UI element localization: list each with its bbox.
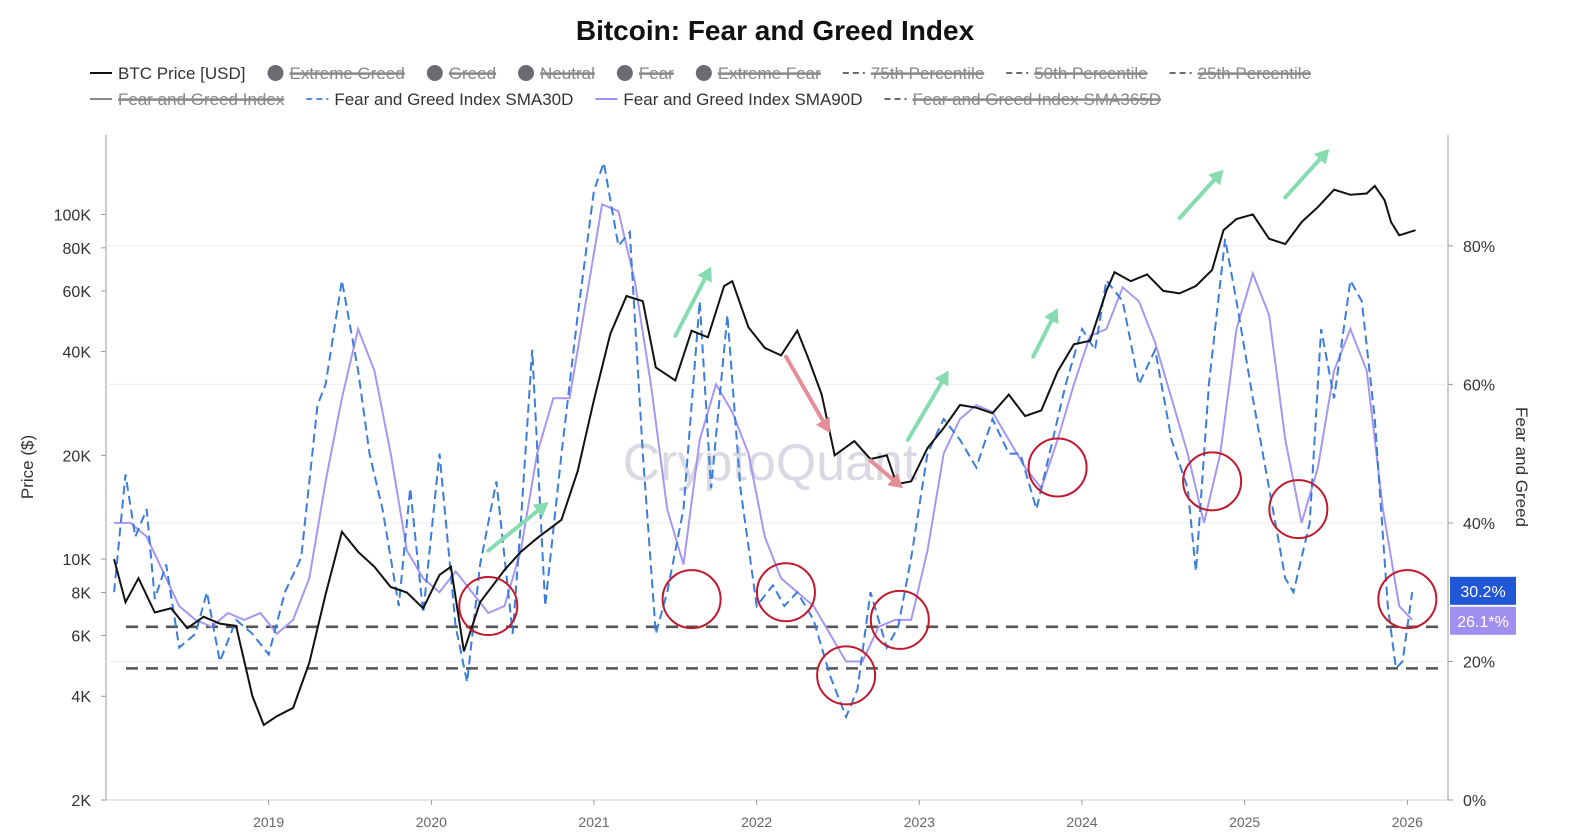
left-axis-ticks: 2K 4K 6K 8K 10K 20K 40K 60K 80K 100K bbox=[54, 207, 106, 810]
legend-marker-dot bbox=[426, 65, 443, 81]
left-tick-label: 6K bbox=[71, 629, 91, 646]
x-tick-label: 2019 bbox=[253, 814, 284, 830]
green-arrow-head bbox=[532, 502, 549, 518]
right-tick-label: 80% bbox=[1463, 239, 1495, 256]
annotations bbox=[458, 148, 1438, 706]
btc-price-line bbox=[113, 184, 1416, 727]
right-tick-label: 60% bbox=[1463, 377, 1495, 394]
red-arrow-head bbox=[815, 416, 830, 433]
green-arrow-shaft bbox=[486, 508, 540, 553]
green-arrow-shaft bbox=[905, 380, 944, 442]
x-tick-label: 2026 bbox=[1392, 814, 1423, 830]
highlight-circle bbox=[661, 569, 722, 630]
green-arrow-shaft bbox=[1283, 157, 1322, 200]
green-arrow-head bbox=[1044, 308, 1059, 325]
left-tick-label: 2K bbox=[71, 793, 91, 810]
highlight-circle bbox=[869, 589, 930, 650]
sma30d-line bbox=[113, 158, 1414, 720]
legend-label: Fear and Greed Index SMA90D bbox=[623, 90, 862, 109]
chart-title: Bitcoin: Fear and Greed Index bbox=[576, 15, 975, 46]
legend-label: Fear and Greed Index SMA30D bbox=[334, 90, 573, 109]
x-tick-label: 2024 bbox=[1066, 814, 1097, 830]
left-tick-label: 8K bbox=[71, 585, 91, 602]
legend-marker-dot bbox=[695, 65, 712, 81]
legend-label: BTC Price [USD] bbox=[118, 64, 246, 83]
right-tick-label: 0% bbox=[1463, 793, 1486, 810]
left-tick-label: 10K bbox=[63, 552, 92, 569]
green-arrow-head bbox=[934, 370, 949, 387]
legend-marker-dot bbox=[616, 65, 633, 81]
value-badge bbox=[1450, 576, 1516, 605]
highlight-circle bbox=[1268, 479, 1329, 540]
x-tick-label: 2025 bbox=[1229, 814, 1260, 830]
red-arrow-shaft bbox=[868, 458, 895, 482]
left-tick-label: 40K bbox=[63, 345, 92, 362]
green-arrow-head bbox=[1313, 148, 1330, 165]
right-axis-ticks: 0% 20% 40% 60% 80% bbox=[1448, 239, 1495, 810]
red-arrow-shaft bbox=[783, 354, 825, 423]
sma90d-line bbox=[114, 202, 1413, 663]
highlight-circle bbox=[755, 562, 816, 623]
reference-lines bbox=[126, 625, 1444, 670]
left-tick-label: 80K bbox=[63, 241, 92, 258]
right-tick-label: 40% bbox=[1463, 516, 1495, 533]
x-tick-label: 2023 bbox=[904, 814, 935, 830]
green-arrow-shaft bbox=[1177, 178, 1217, 221]
left-tick-label: 60K bbox=[63, 284, 92, 301]
highlight-circle bbox=[816, 645, 877, 706]
highlight-circle bbox=[1377, 569, 1438, 630]
left-axis-title: Price ($) bbox=[18, 435, 37, 499]
green-arrow-head bbox=[697, 266, 712, 283]
gridlines bbox=[106, 245, 1448, 662]
legend-marker-dot bbox=[267, 65, 284, 81]
value-badge-label: 30.2% bbox=[1460, 584, 1505, 601]
right-tick-label: 20% bbox=[1463, 654, 1495, 671]
x-tick-label: 2020 bbox=[416, 814, 447, 830]
green-arrow-shaft bbox=[1031, 318, 1054, 359]
highlight-circle bbox=[1027, 437, 1088, 498]
series-lines bbox=[113, 158, 1416, 727]
highlight-circle bbox=[458, 576, 519, 637]
x-tick-label: 2021 bbox=[578, 814, 609, 830]
value-badges: 30.2% 26.1*% bbox=[1450, 576, 1516, 635]
left-tick-label: 100K bbox=[54, 207, 92, 224]
right-axis-title: Fear and Greed bbox=[1512, 407, 1531, 527]
value-badge-label: 26.1*% bbox=[1457, 614, 1509, 631]
value-badge bbox=[1450, 606, 1516, 635]
green-arrow-head bbox=[1208, 169, 1224, 186]
legend-marker-dot bbox=[518, 65, 535, 81]
x-axis-ticks: 2019 2020 2021 2022 2023 2024 2025 2026 bbox=[253, 800, 1423, 830]
highlight-circle bbox=[1182, 451, 1243, 512]
x-tick-label: 2022 bbox=[741, 814, 772, 830]
legend: BTC Price [USD] Extreme Greed Greed Neutral… bbox=[90, 64, 1312, 109]
watermark: CryptoQuant bbox=[623, 434, 918, 492]
green-arrow-shaft bbox=[673, 277, 707, 338]
left-tick-label: 20K bbox=[63, 448, 92, 465]
red-arrow-head bbox=[887, 473, 904, 489]
left-tick-label: 4K bbox=[71, 689, 91, 706]
